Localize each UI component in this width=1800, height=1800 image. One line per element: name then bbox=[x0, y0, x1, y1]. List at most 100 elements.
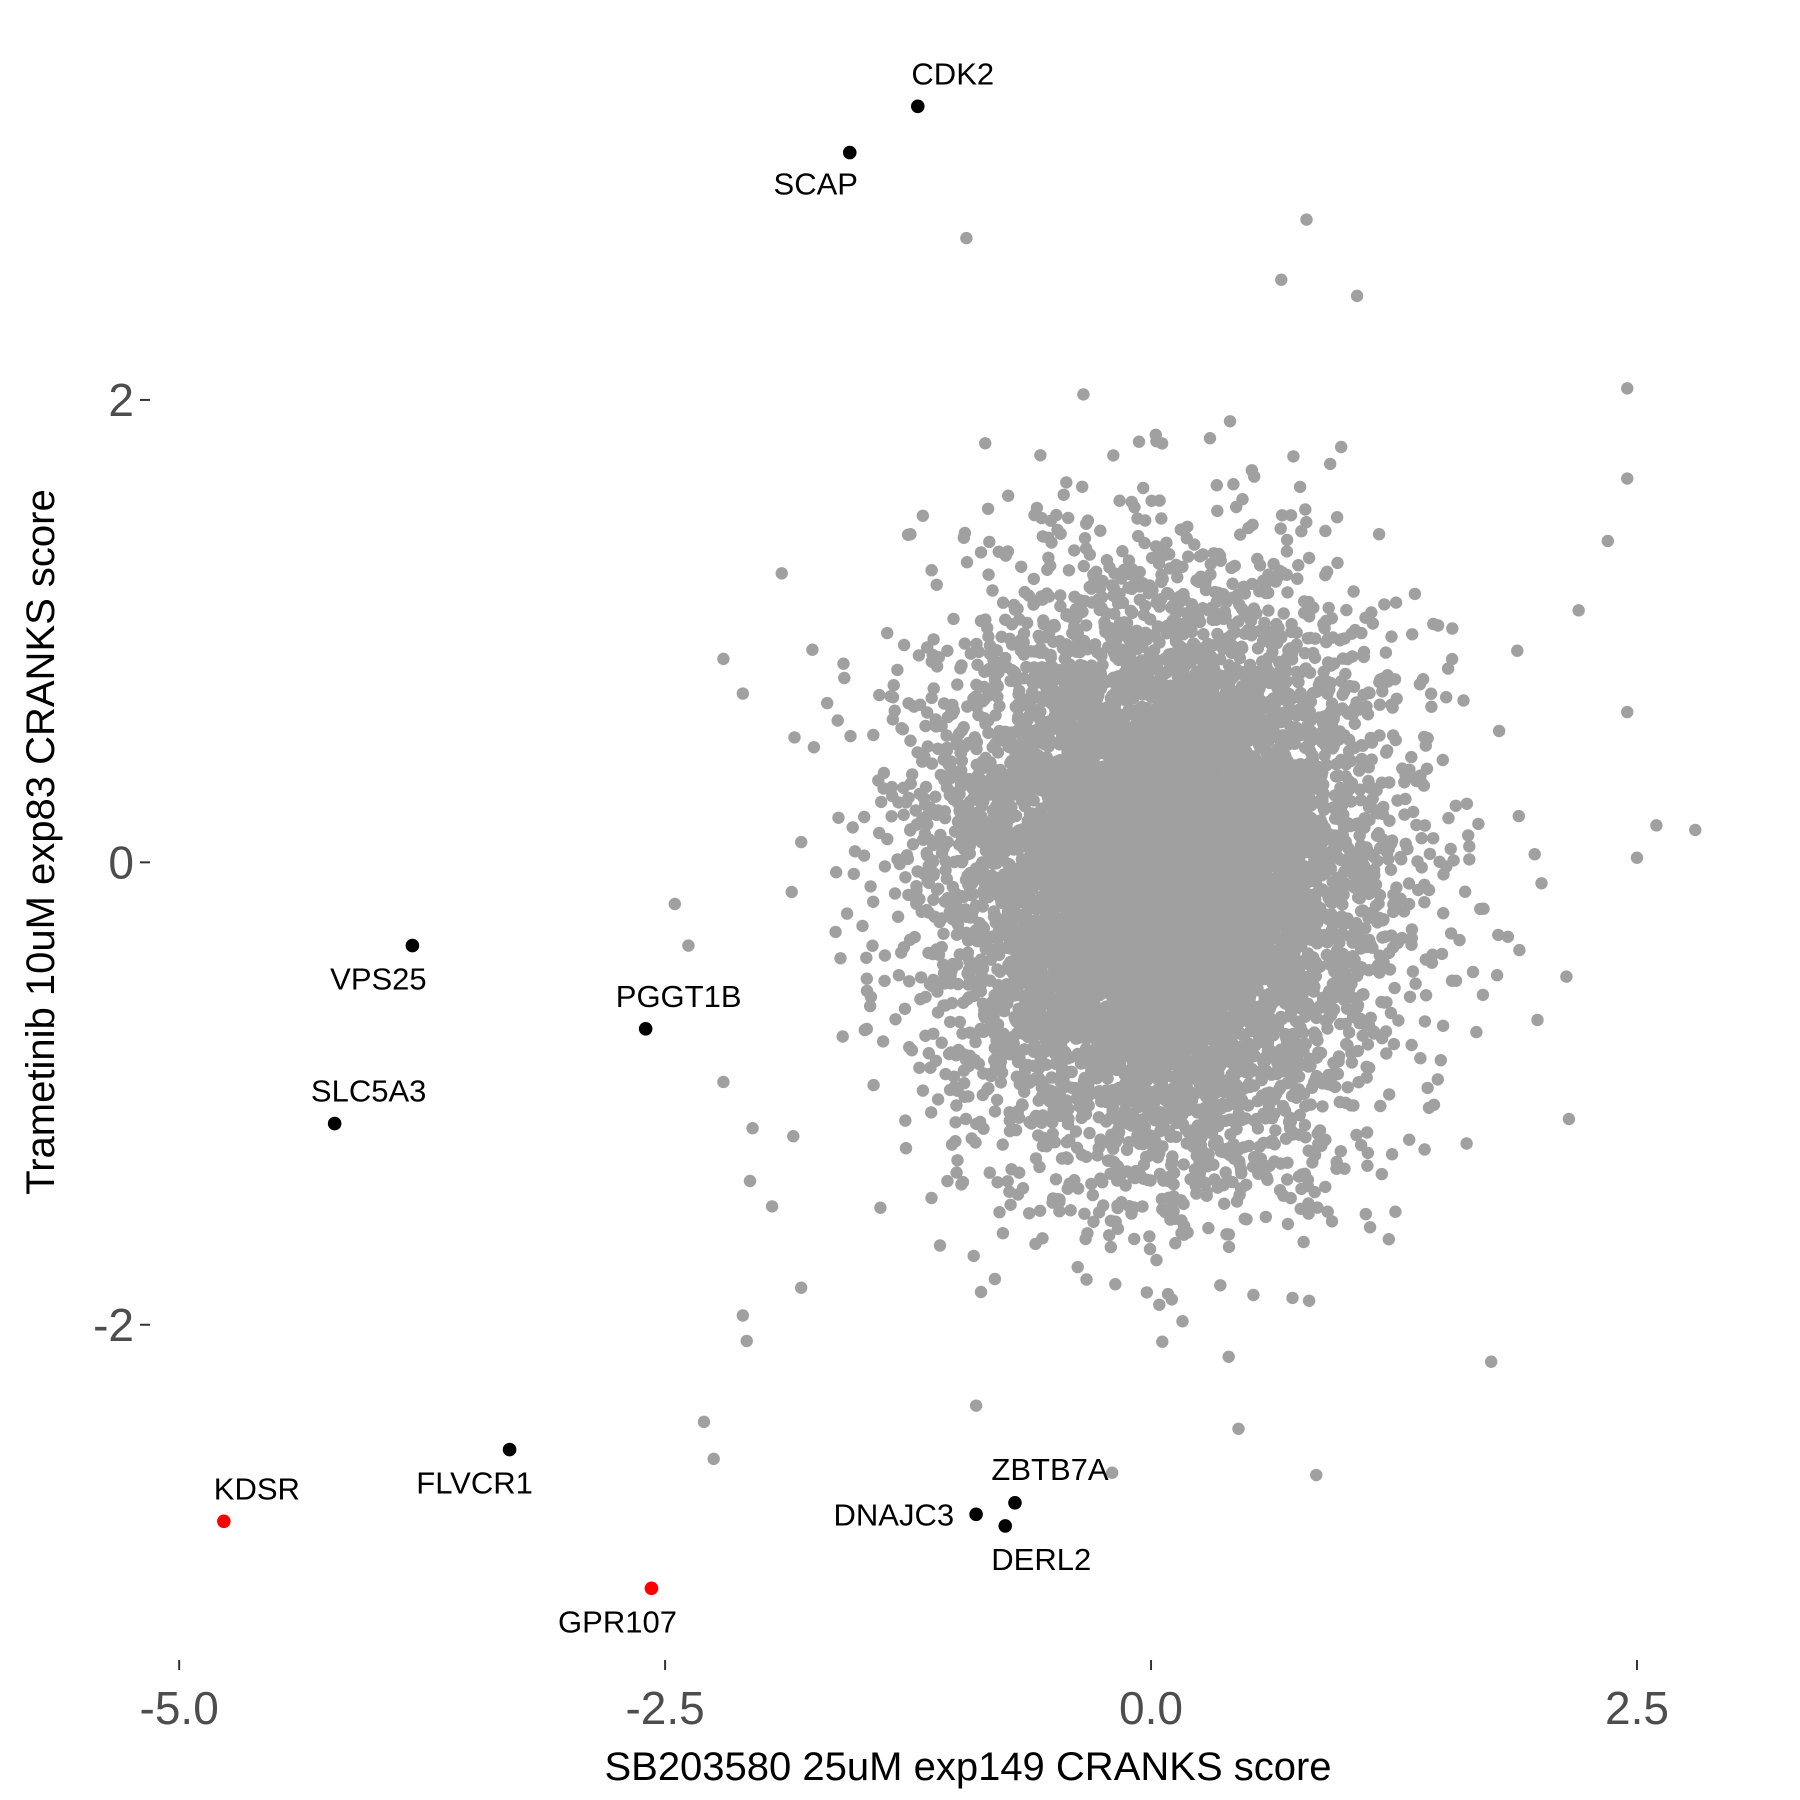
background-point bbox=[1382, 853, 1395, 866]
background-point bbox=[1057, 488, 1070, 501]
background-point bbox=[1418, 1143, 1431, 1156]
background-point bbox=[807, 741, 821, 754]
background-point bbox=[1457, 694, 1470, 707]
background-point bbox=[1238, 627, 1251, 640]
background-point bbox=[1156, 1203, 1169, 1216]
background-point bbox=[1371, 916, 1384, 929]
background-point bbox=[1501, 930, 1515, 943]
background-point bbox=[1299, 503, 1312, 516]
background-point bbox=[1403, 1133, 1416, 1146]
background-point bbox=[1303, 666, 1317, 679]
background-point bbox=[914, 971, 928, 984]
background-point bbox=[1405, 750, 1418, 764]
background-point bbox=[1535, 877, 1548, 890]
background-point bbox=[931, 742, 945, 755]
background-point bbox=[895, 946, 908, 959]
background-point bbox=[873, 688, 886, 702]
background-point bbox=[1104, 1240, 1118, 1254]
background-point bbox=[1078, 1207, 1091, 1221]
background-point bbox=[1355, 752, 1369, 766]
background-point bbox=[944, 1015, 957, 1029]
background-point bbox=[1425, 700, 1438, 713]
background-point bbox=[1357, 988, 1370, 1001]
background-point bbox=[1406, 628, 1419, 641]
background-point bbox=[1392, 1014, 1405, 1027]
background-point bbox=[1202, 1221, 1215, 1235]
background-point bbox=[1269, 1124, 1282, 1137]
background-point bbox=[829, 925, 842, 939]
background-point bbox=[878, 974, 891, 988]
background-point bbox=[925, 1191, 938, 1205]
background-point bbox=[1262, 604, 1275, 617]
background-point bbox=[960, 556, 974, 569]
background-point bbox=[1253, 559, 1267, 572]
background-point bbox=[1318, 749, 1331, 762]
background-point bbox=[1116, 545, 1129, 558]
background-point bbox=[1274, 522, 1287, 535]
background-point bbox=[1415, 832, 1428, 845]
background-point bbox=[1230, 1195, 1244, 1208]
background-point bbox=[909, 804, 922, 817]
background-point bbox=[1177, 1158, 1190, 1171]
background-point bbox=[1171, 571, 1184, 584]
background-point bbox=[1366, 617, 1380, 630]
background-point bbox=[1470, 1025, 1483, 1039]
background-point bbox=[935, 1036, 948, 1049]
background-point bbox=[1426, 948, 1439, 961]
background-point bbox=[1060, 476, 1073, 489]
background-point bbox=[1087, 1215, 1100, 1229]
background-point bbox=[1003, 1185, 1016, 1198]
background-point bbox=[955, 724, 969, 737]
background-point bbox=[1230, 1122, 1243, 1136]
background-point bbox=[1027, 572, 1041, 586]
background-point bbox=[1449, 799, 1463, 812]
background-point bbox=[1408, 587, 1422, 601]
background-point bbox=[898, 1002, 912, 1015]
background-point bbox=[925, 564, 938, 577]
background-point bbox=[899, 1142, 913, 1155]
background-point bbox=[846, 821, 859, 834]
background-point bbox=[1062, 564, 1076, 577]
background-point bbox=[1005, 1163, 1018, 1176]
background-point bbox=[795, 835, 808, 849]
background-points-layer bbox=[743, 388, 1573, 1364]
background-point bbox=[1064, 1204, 1077, 1217]
background-point bbox=[1329, 770, 1343, 783]
background-point bbox=[1055, 1152, 1069, 1165]
background-point bbox=[1169, 1237, 1182, 1250]
background-point bbox=[1383, 776, 1396, 789]
background-point bbox=[1389, 1205, 1402, 1218]
background-point bbox=[1259, 1210, 1273, 1224]
background-point bbox=[1042, 531, 1055, 544]
background-point bbox=[1103, 1229, 1116, 1242]
background-point bbox=[1405, 923, 1419, 936]
background-point bbox=[1293, 1108, 1306, 1122]
background-point bbox=[840, 907, 854, 920]
background-point bbox=[906, 768, 919, 781]
background-point bbox=[1001, 1175, 1014, 1188]
background-point bbox=[931, 1093, 945, 1106]
background-point bbox=[1029, 1152, 1043, 1165]
background-point bbox=[1419, 739, 1433, 752]
background-point bbox=[1380, 746, 1393, 759]
background-point bbox=[1153, 1298, 1166, 1312]
background-point bbox=[951, 815, 965, 828]
background-point bbox=[1316, 991, 1330, 1004]
background-point bbox=[903, 975, 916, 988]
background-point bbox=[1405, 1038, 1418, 1052]
background-point bbox=[1211, 504, 1224, 518]
background-point bbox=[946, 957, 959, 971]
background-point bbox=[1442, 811, 1455, 825]
background-point bbox=[1194, 570, 1208, 583]
background-point bbox=[1319, 524, 1332, 538]
background-point bbox=[878, 860, 892, 873]
background-point bbox=[1049, 1173, 1063, 1186]
background-point bbox=[1434, 1054, 1448, 1067]
background-point bbox=[1418, 896, 1431, 909]
background-point bbox=[1223, 415, 1237, 428]
background-point bbox=[867, 728, 880, 742]
background-point bbox=[1360, 1126, 1374, 1139]
background-point bbox=[864, 880, 877, 893]
background-point bbox=[1431, 1073, 1445, 1086]
